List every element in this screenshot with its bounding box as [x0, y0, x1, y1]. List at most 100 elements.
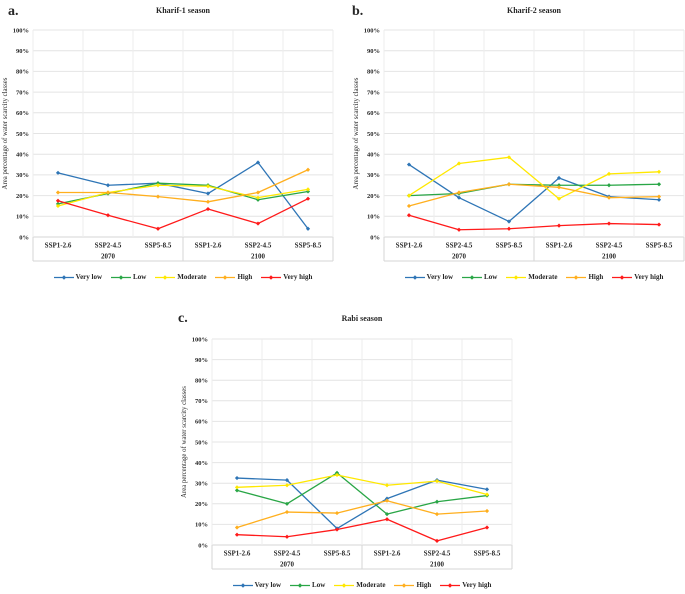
x-category-label: SSP1-2.6 [546, 242, 573, 250]
data-point-marker [205, 199, 211, 204]
series-line-moderate [57, 184, 309, 207]
legend-item: Low [290, 581, 325, 589]
legend-label: Very high [634, 273, 664, 281]
y-tick-label: 80% [16, 69, 29, 76]
data-point-marker [155, 194, 161, 199]
legend-label: High [588, 273, 604, 281]
y-tick-label: 80% [367, 69, 380, 76]
x-category-label: SSP5-8.5 [324, 550, 351, 558]
data-point-marker [284, 501, 290, 506]
series-line-moderate [408, 156, 660, 200]
x-category-label: SSP5-8.5 [474, 550, 501, 558]
data-point-marker [255, 190, 261, 195]
legend-item: Very high [261, 273, 312, 281]
x-category-label: SSP1-2.6 [195, 242, 222, 250]
y-tick-label: 40% [195, 460, 208, 467]
x-category-label: SSP2-4.5 [274, 550, 301, 558]
y-tick-label: 20% [195, 501, 208, 508]
panel-letter: b. [352, 4, 363, 19]
data-point-marker [484, 525, 490, 530]
legend-swatch-line-marker-icon [566, 274, 587, 280]
data-point-marker [155, 226, 161, 231]
legend-swatch-line-marker-icon [440, 582, 461, 588]
data-point-marker [484, 508, 490, 514]
series-line-high [58, 169, 309, 203]
data-point-marker [484, 492, 490, 497]
y-tick-label: 30% [195, 481, 208, 488]
data-point-marker [406, 193, 412, 198]
chart-title: Rabi season [342, 314, 383, 323]
year-label: 2100 [251, 253, 266, 261]
data-point-marker [305, 226, 311, 231]
data-point-marker [434, 512, 440, 517]
legend-marker [223, 274, 228, 280]
data-point-marker [556, 196, 562, 201]
data-point-marker [456, 161, 462, 166]
data-point-marker [384, 483, 390, 488]
x-category-label: SSP2-4.5 [245, 242, 272, 250]
legend: Very low Low Moderate High Very high [364, 273, 685, 281]
y-tick-label: 100% [13, 27, 29, 34]
legend-label: Very high [462, 581, 492, 589]
y-axis-title: Area percentage of water scarcity classe… [353, 77, 360, 189]
legend-swatch-line-marker-icon [290, 582, 311, 588]
data-point-marker [105, 183, 111, 188]
y-tick-label: 0% [198, 542, 208, 549]
data-point-marker [55, 170, 61, 175]
y-tick-label: 0% [19, 234, 29, 241]
legend-swatch-line-marker-icon [111, 274, 132, 280]
legend-marker [514, 274, 519, 280]
legend-item: Low [111, 273, 146, 281]
data-point-marker [506, 226, 512, 231]
chart-rabi-season: 0% 10% 20% 30% 40% 50% 60% 70% 80% 90% 100% c. Rabi … [178, 311, 513, 570]
y-tick-label: 10% [195, 522, 208, 529]
data-point-marker [284, 509, 290, 515]
data-point-marker [234, 532, 240, 537]
legend-marker [574, 274, 579, 280]
data-point-marker [55, 203, 61, 209]
x-category-label: SSP5-8.5 [295, 242, 322, 250]
legend-marker [163, 274, 168, 280]
legend-item: High [566, 273, 603, 281]
data-point-marker [234, 485, 240, 490]
legend-item: Moderate [506, 273, 557, 281]
year-label: 2070 [452, 253, 467, 261]
data-point-marker [656, 169, 662, 174]
y-tick-label: 70% [16, 89, 29, 96]
x-category-label: SSP2-4.5 [95, 242, 122, 250]
legend-item: Very low [404, 273, 454, 281]
legend-label: Very low [75, 273, 103, 281]
y-tick-label: 100% [364, 27, 380, 34]
legend-marker [342, 582, 347, 588]
legend-item: Very low [53, 273, 103, 281]
legend-label: Very low [426, 273, 454, 281]
data-point-marker [556, 185, 562, 190]
data-point-marker [384, 517, 390, 522]
legend-swatch-line-marker-icon [232, 582, 253, 588]
legend-item: Very high [612, 273, 663, 281]
legend-item: Very low [232, 581, 281, 589]
legend-label: Moderate [356, 581, 386, 589]
x-category-label: SSP1-2.6 [396, 242, 423, 250]
y-tick-label: 60% [367, 110, 380, 117]
data-point-marker [434, 499, 440, 504]
legend-label: Moderate [177, 273, 207, 281]
x-category-label: SSP1-2.6 [224, 550, 251, 558]
data-point-marker [456, 227, 462, 232]
legend-marker [448, 582, 453, 588]
data-point-marker [406, 203, 412, 209]
y-tick-label: 0% [370, 234, 380, 241]
data-point-marker [606, 221, 612, 226]
legend: Very low Low Moderate High Very high [13, 273, 353, 281]
legend-swatch-line-marker-icon [612, 274, 633, 280]
x-category-label: SSP1-2.6 [45, 242, 72, 250]
chart-kharif-2-season: 0% 10% 20% 30% 40% 50% 60% 70% 80% 90% 100% b. Khari… [352, 4, 685, 262]
legend-swatch-line-marker-icon [261, 274, 282, 280]
y-tick-label: 30% [367, 172, 380, 179]
y-tick-label: 20% [16, 193, 29, 200]
y-axis-title: Area percentage of water scarcity classe… [181, 386, 188, 498]
legend-label: Very high [283, 273, 313, 281]
data-point-marker [506, 155, 512, 160]
y-tick-label: 10% [16, 214, 29, 221]
year-label: 2070 [280, 561, 295, 569]
